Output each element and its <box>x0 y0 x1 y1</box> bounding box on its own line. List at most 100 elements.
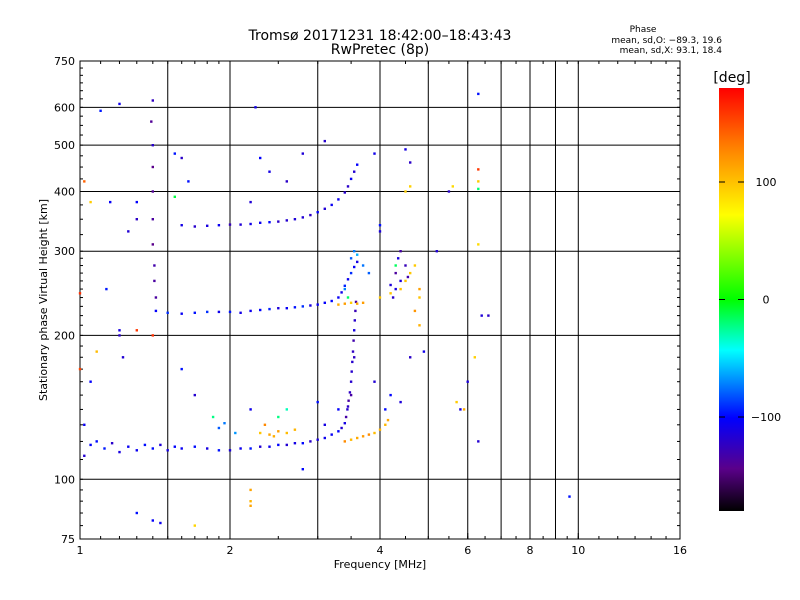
data-point <box>135 200 138 204</box>
y-axis-ticks: 75 100 200 300 400 500 600 750 <box>54 55 680 546</box>
data-point <box>301 305 304 308</box>
data-point <box>259 445 262 448</box>
data-point <box>293 442 297 445</box>
data-point <box>477 187 480 191</box>
data-point <box>309 304 312 307</box>
data-point <box>180 367 183 371</box>
data-point <box>259 156 262 160</box>
data-point <box>151 218 154 221</box>
data-point <box>154 309 158 313</box>
data-point <box>316 400 319 404</box>
data-point <box>384 423 387 426</box>
data-point <box>349 177 353 181</box>
data-point <box>353 329 356 332</box>
x-tick-label: 6 <box>464 544 471 557</box>
data-point <box>268 221 271 224</box>
data-point <box>180 156 183 160</box>
data-point <box>349 301 353 304</box>
colorbar-tick-label: 100 <box>756 176 777 189</box>
x-tick-label: 8 <box>527 544 534 557</box>
data-point <box>346 296 350 299</box>
data-point <box>277 415 280 419</box>
data-point <box>347 399 350 402</box>
data-point <box>354 309 357 313</box>
data-point <box>259 431 262 435</box>
data-point <box>301 442 304 445</box>
data-point <box>277 307 280 310</box>
data-point <box>193 445 196 448</box>
data-point <box>285 180 288 183</box>
data-point <box>378 224 382 227</box>
y-tick-label: 600 <box>54 101 75 114</box>
data-point <box>239 447 242 450</box>
data-point <box>330 299 333 303</box>
data-point <box>378 296 382 299</box>
data-point <box>394 271 397 275</box>
data-point <box>301 468 304 471</box>
data-point <box>135 449 138 452</box>
data-point <box>153 264 156 267</box>
data-point <box>389 283 392 287</box>
data-point <box>352 339 355 342</box>
data-point <box>353 356 356 359</box>
data-point <box>323 207 326 210</box>
data-point <box>193 225 196 228</box>
data-point <box>159 443 162 447</box>
data-point <box>285 431 288 435</box>
x-tick-label: 16 <box>673 544 687 557</box>
data-point <box>466 380 469 383</box>
data-point <box>413 309 417 313</box>
data-point <box>356 260 359 264</box>
data-point <box>99 109 102 112</box>
data-point <box>105 287 108 291</box>
data-point <box>568 495 571 498</box>
data-point <box>409 356 412 359</box>
data-point <box>473 356 476 359</box>
y-tick-label: 400 <box>54 185 75 198</box>
data-point <box>249 500 252 503</box>
chart-title-line2: RwPretec (8p) <box>331 42 429 58</box>
y-axis-label: Stationary phase Virtual Height [km] <box>37 199 50 401</box>
data-point <box>330 203 333 207</box>
data-point <box>293 218 297 221</box>
data-point <box>151 334 154 337</box>
data-point <box>344 415 348 419</box>
data-point <box>399 250 402 253</box>
data-point <box>293 306 297 309</box>
data-point <box>323 139 326 143</box>
data-point <box>89 200 92 204</box>
data-point <box>356 163 359 166</box>
data-point <box>249 447 252 450</box>
data-point <box>361 435 365 438</box>
data-point <box>95 350 98 353</box>
data-point <box>254 106 257 109</box>
data-point <box>151 99 154 102</box>
data-point <box>259 221 262 224</box>
data-point <box>83 454 86 457</box>
data-point <box>356 253 359 256</box>
data-point <box>301 216 304 219</box>
data-point <box>151 144 154 147</box>
data-point <box>223 422 226 425</box>
data-point <box>394 264 397 267</box>
y-tick-label: 200 <box>54 329 75 342</box>
data-point <box>435 250 438 253</box>
data-point <box>78 292 82 295</box>
data-point <box>348 391 352 394</box>
data-point <box>406 275 410 279</box>
data-point <box>316 303 319 306</box>
data-point <box>340 426 343 430</box>
data-point <box>118 102 121 106</box>
data-point <box>180 447 183 450</box>
data-point <box>409 185 412 188</box>
data-point <box>127 230 130 233</box>
data-point <box>263 423 267 426</box>
data-point <box>285 408 288 411</box>
data-point <box>239 311 242 314</box>
data-point <box>239 223 242 226</box>
data-point <box>349 271 353 275</box>
data-point <box>277 430 280 433</box>
data-point <box>166 449 169 452</box>
plot-grid <box>80 60 680 540</box>
